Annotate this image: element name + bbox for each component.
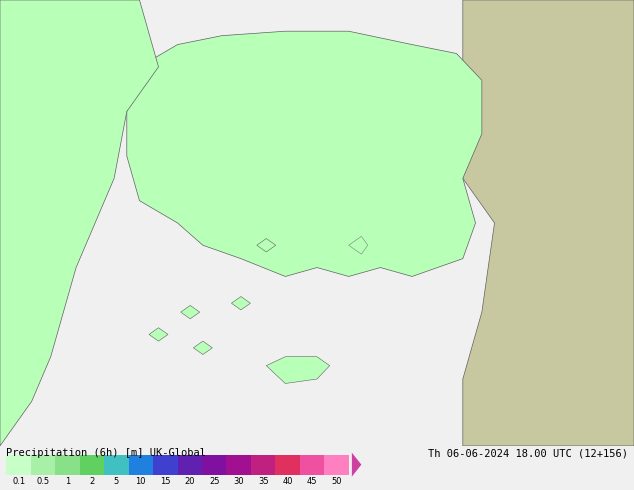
Polygon shape (266, 357, 330, 384)
Polygon shape (349, 236, 368, 254)
Bar (55, 455, 80, 474)
Text: 5: 5 (113, 477, 119, 486)
Text: 10: 10 (136, 477, 146, 486)
Bar (31, 455, 55, 474)
Text: 1: 1 (65, 477, 70, 486)
Bar (6, 455, 31, 474)
Text: 30: 30 (233, 477, 244, 486)
Bar (129, 455, 153, 474)
Text: 35: 35 (258, 477, 268, 486)
Text: 20: 20 (184, 477, 195, 486)
Polygon shape (149, 328, 168, 341)
Text: 50: 50 (331, 477, 342, 486)
Text: 2: 2 (89, 477, 94, 486)
Polygon shape (181, 305, 200, 319)
Text: 40: 40 (282, 477, 293, 486)
Bar (226, 455, 251, 474)
Bar (300, 455, 324, 474)
Bar (80, 455, 104, 474)
Bar (251, 455, 275, 474)
FancyArrow shape (352, 453, 361, 477)
Polygon shape (0, 0, 158, 446)
Text: Th 06-06-2024 18.00 UTC (12+156): Th 06-06-2024 18.00 UTC (12+156) (428, 448, 628, 458)
Text: 25: 25 (209, 477, 219, 486)
Polygon shape (193, 341, 212, 354)
Bar (202, 455, 226, 474)
Text: 0.1: 0.1 (12, 477, 25, 486)
Bar (178, 455, 202, 474)
Text: Precipitation (6h) [m] UK-Global: Precipitation (6h) [m] UK-Global (6, 448, 206, 458)
Polygon shape (127, 31, 482, 276)
Text: 0.5: 0.5 (37, 477, 49, 486)
Polygon shape (463, 0, 634, 446)
Bar (324, 455, 349, 474)
Bar (153, 455, 178, 474)
Bar (104, 455, 129, 474)
Bar (275, 455, 300, 474)
Polygon shape (257, 239, 276, 252)
Polygon shape (231, 296, 250, 310)
Text: 15: 15 (160, 477, 171, 486)
Text: 45: 45 (307, 477, 317, 486)
